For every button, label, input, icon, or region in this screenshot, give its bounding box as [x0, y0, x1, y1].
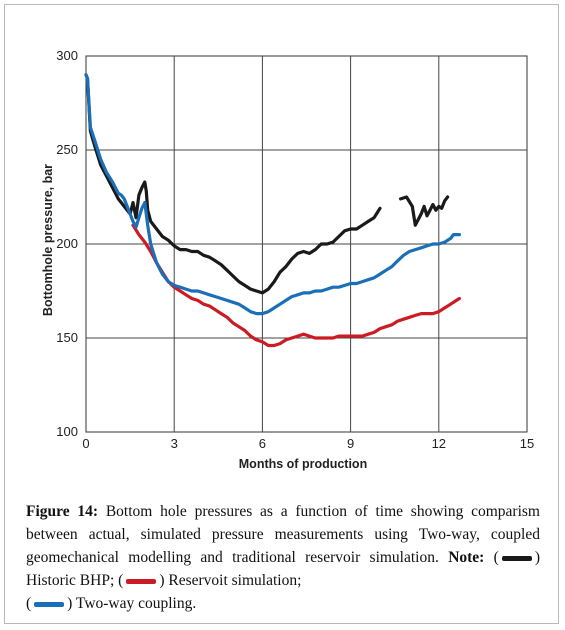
- bhp-line-chart: 0 3 6 9 12 15 100 150 200 250 300 Months of produc…: [41, 48, 534, 471]
- y-tick-label: 250: [56, 142, 78, 157]
- legend-label-reservoir-simulation: ) Reservoit simulation;: [159, 572, 302, 589]
- x-tick-label: 6: [259, 436, 266, 451]
- figure-frame: [4, 4, 559, 624]
- legend-swatch-two-way-coupling: [34, 601, 65, 607]
- legend-swatch-reservoir-simulation: [126, 578, 157, 584]
- series-line-historic-bhp: [84, 73, 382, 295]
- x-tick-label: 12: [432, 436, 446, 451]
- x-tick-label: 0: [82, 436, 89, 451]
- chart-series: [84, 73, 461, 348]
- series-line-historic-bhp: [399, 195, 450, 227]
- y-tick-label: 150: [56, 330, 78, 345]
- x-tick-label: 9: [347, 436, 354, 451]
- caption-note-label: Note:: [448, 549, 485, 566]
- series-line-two-way-coupling: [84, 73, 461, 316]
- legend-swatch-historic-bhp: [501, 555, 532, 561]
- chart-ticks: 0 3 6 9 12 15 100 150 200 250 300: [56, 48, 534, 451]
- legend-label-historic-bhp: ) Historic BHP; (: [26, 549, 540, 589]
- caption-paren: (: [26, 595, 32, 612]
- figure-caption: Figure 14: Bottom hole pressures as a fu…: [26, 500, 540, 615]
- caption-label: Figure 14:: [26, 503, 99, 520]
- x-tick-label: 3: [171, 436, 178, 451]
- series-line-reservoit-simulation: [131, 223, 461, 348]
- x-tick-label: 15: [520, 436, 534, 451]
- legend-label-two-way-coupling: ) Two-way coupling.: [67, 595, 197, 612]
- y-tick-label: 300: [56, 48, 78, 63]
- y-tick-label: 200: [56, 236, 78, 251]
- y-axis-title: Bottomhole pressure, bar: [41, 164, 55, 316]
- y-tick-label: 100: [56, 424, 78, 439]
- caption-text: Bottom hole pressures as a function of t…: [26, 503, 540, 566]
- x-axis-title: Months of production: [239, 457, 367, 471]
- caption-paren: (: [484, 549, 499, 566]
